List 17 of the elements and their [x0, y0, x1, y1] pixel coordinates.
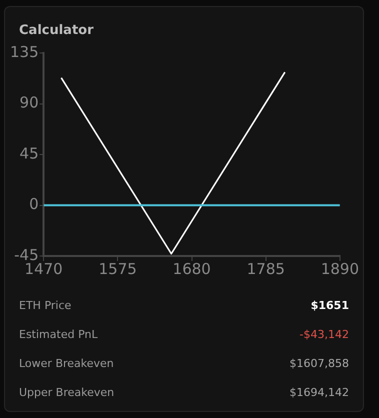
text: $1607,858 [290, 356, 349, 372]
y-tick-label: 135 [10, 42, 39, 61]
chart-title: Calculator [19, 23, 94, 38]
y-tick-label: 90 [20, 94, 39, 112]
y-tick-label: 0 [29, 195, 39, 214]
text: $1651 [310, 298, 349, 314]
x-tick-label: 1890 [320, 260, 360, 278]
y-tick-label: 45 [20, 144, 39, 162]
x-tick-label: 1575 [98, 260, 137, 278]
x-tick-label: 1785 [246, 260, 285, 278]
text: Lower Breakeven [19, 356, 114, 372]
text: ETH Price [19, 298, 72, 314]
text: $1694,142 [290, 385, 349, 401]
text: Estimated PnL [19, 327, 98, 343]
text: -$43,142 [300, 327, 349, 343]
text: Upper Breakeven [19, 385, 114, 401]
x-tick-label: 1680 [172, 260, 211, 278]
